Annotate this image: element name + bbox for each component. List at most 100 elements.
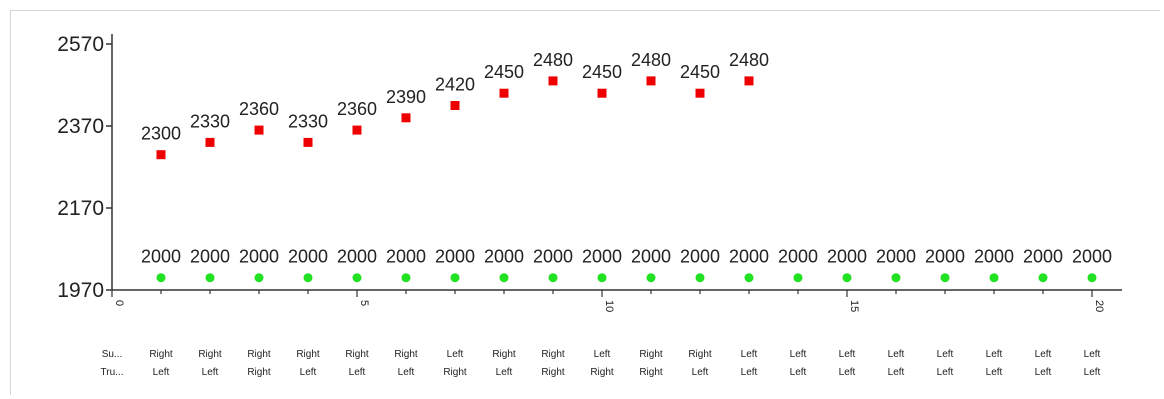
data-point-square — [646, 76, 656, 86]
chart-border — [10, 10, 1160, 395]
category-row-header: Su... — [102, 349, 123, 360]
category-label: Left — [937, 349, 954, 360]
category-label: Left — [741, 349, 758, 360]
data-label: 2480 — [729, 50, 769, 70]
data-point-circle — [695, 273, 705, 283]
data-label: 2000 — [337, 247, 377, 267]
marks-layer — [156, 76, 1097, 283]
axes-layer: 1970 2170 2370 2570 0 5 10 15 20 — [57, 33, 1122, 312]
data-label: 2330 — [288, 111, 328, 131]
category-label: Left — [349, 367, 366, 378]
x-tick-label: 20 — [1093, 300, 1105, 312]
y-tick-label: 2370 — [57, 115, 104, 138]
category-label: Right — [541, 367, 565, 378]
data-point-square — [401, 113, 411, 123]
data-label: 2450 — [582, 62, 622, 82]
data-label: 2000 — [582, 247, 622, 267]
data-label: 2000 — [827, 247, 867, 267]
category-label: Left — [839, 349, 856, 360]
categories-layer: Su... Right Right Right Right Right Right Left R… — [101, 349, 1101, 378]
data-point-circle — [548, 273, 558, 283]
data-point-circle — [646, 273, 656, 283]
category-label: Right — [639, 367, 663, 378]
data-label: 2450 — [680, 62, 720, 82]
data-point-circle — [989, 273, 999, 283]
category-label: Left — [447, 349, 464, 360]
category-label: Left — [790, 367, 807, 378]
data-point-circle — [303, 273, 313, 283]
data-point-circle — [940, 273, 950, 283]
category-label: Left — [1035, 367, 1052, 378]
data-label: 2000 — [288, 247, 328, 267]
data-point-square — [352, 125, 362, 135]
data-point-square — [450, 101, 460, 110]
x-tick-label: 15 — [848, 300, 860, 312]
data-point-square — [499, 88, 509, 98]
category-label: Left — [888, 367, 905, 378]
category-label: Right — [688, 349, 712, 360]
data-label: 2000 — [925, 247, 965, 267]
data-label: 2000 — [141, 247, 181, 267]
data-point-circle — [499, 273, 509, 283]
data-point-circle — [793, 273, 803, 283]
category-label: Left — [692, 367, 709, 378]
category-label: Left — [202, 367, 219, 378]
category-label: Left — [790, 349, 807, 360]
data-label: 2000 — [1023, 247, 1063, 267]
data-point-circle — [156, 273, 166, 283]
category-label: Left — [937, 367, 954, 378]
data-point-circle — [352, 273, 362, 283]
data-label: 2000 — [680, 247, 720, 267]
data-label: 2000 — [729, 247, 769, 267]
data-point-circle — [1038, 273, 1048, 283]
data-label: 2000 — [386, 247, 426, 267]
data-label: 2000 — [190, 247, 230, 267]
category-label: Left — [1084, 349, 1101, 360]
category-label: Right — [198, 349, 222, 360]
data-point-circle — [1087, 273, 1097, 283]
category-label: Left — [300, 367, 317, 378]
data-point-circle — [401, 273, 411, 283]
category-label: Left — [1084, 367, 1101, 378]
category-label: Left — [839, 367, 856, 378]
data-label: 2450 — [484, 62, 524, 82]
data-point-square — [205, 137, 215, 147]
data-label: 2000 — [533, 247, 573, 267]
category-label: Left — [1035, 349, 1052, 360]
data-label: 2000 — [435, 247, 475, 267]
data-label: 2000 — [484, 247, 524, 267]
labels-layer: 2300 2330 2360 2330 2360 2390 2420 2450 2480 2450… — [141, 50, 1112, 267]
category-label: Right — [149, 349, 173, 360]
data-point-square — [303, 137, 313, 147]
category-label: Right — [639, 349, 663, 360]
data-point-circle — [254, 273, 264, 283]
category-label: Left — [398, 367, 415, 378]
data-label: 2000 — [778, 247, 818, 267]
data-label: 2480 — [533, 50, 573, 70]
data-label: 2480 — [631, 50, 671, 70]
category-label: Right — [247, 367, 271, 378]
data-point-square — [548, 76, 558, 86]
y-tick-label: 1970 — [57, 279, 104, 302]
data-point-square — [695, 88, 705, 98]
x-tick-label: 0 — [113, 300, 125, 306]
category-label: Left — [986, 349, 1003, 360]
data-label: 2390 — [386, 87, 426, 107]
x-tick-label: 10 — [603, 300, 615, 312]
data-point-circle — [597, 273, 607, 283]
data-label: 2000 — [631, 247, 671, 267]
data-label: 2420 — [435, 75, 475, 95]
category-label: Right — [296, 349, 320, 360]
category-label: Right — [590, 367, 614, 378]
y-tick-label: 2570 — [57, 33, 104, 56]
y-tick-label: 2170 — [57, 197, 104, 220]
data-label: 2360 — [337, 99, 377, 119]
category-label: Left — [594, 349, 611, 360]
category-row-header: Tru... — [101, 367, 124, 378]
category-label: Right — [247, 349, 271, 360]
data-point-circle — [205, 273, 215, 283]
x-tick-label: 5 — [358, 300, 370, 306]
category-label: Left — [986, 367, 1003, 378]
